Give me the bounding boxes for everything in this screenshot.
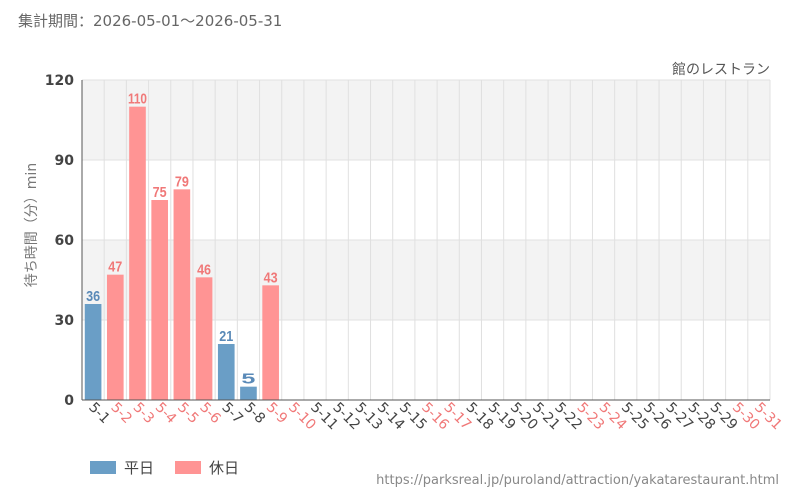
bar-value-label: 79	[175, 173, 189, 190]
bar-value-label: 75	[153, 184, 167, 201]
y-tick-label: 60	[55, 233, 75, 249]
legend-holiday: 休日	[175, 457, 239, 478]
bar-value-label: 21	[219, 328, 233, 345]
y-tick-labels: 0 30 60 90 120	[45, 73, 74, 409]
bar	[106, 274, 124, 400]
bar-value-labels: 36 47 110 75 79 46 21 5 43	[86, 91, 278, 388]
axes	[81, 80, 770, 401]
bar	[262, 285, 279, 400]
x-tick-labels: 5-15-25-35-45-55-65-75-85-95-105-115-125…	[85, 400, 785, 434]
bar-value-label: 110	[128, 91, 147, 108]
y-axis-label: 待ち時間（分）min	[24, 163, 40, 287]
bar	[173, 189, 191, 400]
bar	[240, 386, 257, 400]
bar-value-label: 43	[264, 269, 278, 286]
bar-value-label: 47	[108, 259, 122, 276]
chart-subtitle: 館のレストラン	[672, 61, 770, 78]
x-tick-label: 5-1	[85, 400, 112, 427]
x-tick-label: 5-3	[130, 400, 157, 427]
bar	[84, 304, 102, 400]
x-tick-label: 5-2	[107, 400, 134, 427]
bar	[129, 106, 146, 401]
bar	[217, 344, 235, 400]
legend-weekday: 平日	[90, 457, 154, 478]
y-tick-label: 90	[55, 153, 75, 169]
background-band	[82, 80, 770, 160]
period-label: 集計期間：2026-05-01～2026-05-31	[18, 12, 283, 30]
legend-holiday-label: 休日	[209, 459, 240, 477]
legend-weekday-label: 平日	[124, 459, 155, 477]
bar-value-label: 5	[241, 371, 255, 388]
y-tick-label: 120	[45, 73, 74, 89]
x-tick-label: 5-6	[196, 400, 224, 428]
bar-value-label: 46	[197, 261, 211, 278]
x-tick-label: 5-4	[152, 400, 180, 428]
x-tick-label: 5-8	[241, 400, 268, 427]
legend-holiday-swatch	[175, 461, 201, 474]
bar-value-label: 36	[86, 288, 100, 305]
bar	[195, 277, 213, 400]
y-tick-label: 0	[64, 393, 74, 409]
bar	[151, 200, 168, 400]
source-url: https://parksreal.jp/puroland/attraction…	[376, 473, 779, 488]
legend-weekday-swatch	[90, 461, 116, 474]
y-tick-label: 30	[55, 313, 75, 329]
x-tick-label: 5-7	[218, 400, 245, 427]
x-tick-label: 5-5	[174, 400, 201, 427]
x-tick-label: 5-9	[263, 400, 290, 427]
bars	[84, 106, 279, 401]
